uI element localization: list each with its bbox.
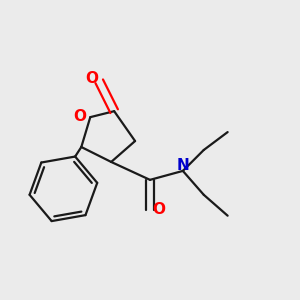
Text: O: O (85, 71, 98, 86)
Text: O: O (73, 109, 86, 124)
Text: N: N (176, 158, 189, 173)
Text: O: O (152, 202, 165, 217)
